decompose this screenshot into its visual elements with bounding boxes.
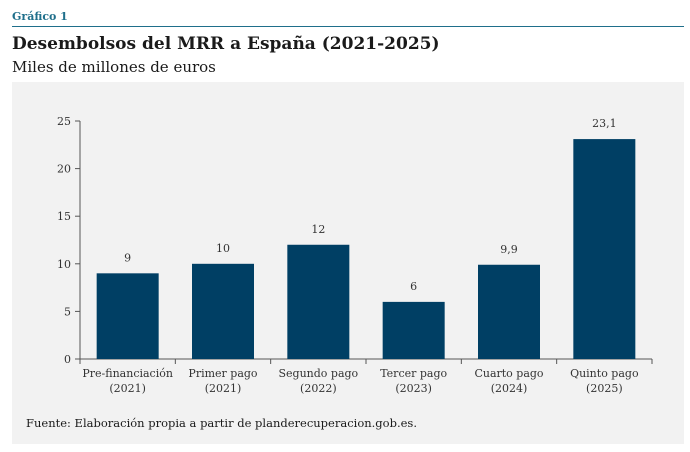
x-category-label: Pre-financiación <box>82 367 173 380</box>
bar-value-label: 12 <box>311 223 325 236</box>
x-category-year: (2021) <box>205 382 242 395</box>
bar-value-label: 10 <box>216 242 230 255</box>
bar <box>478 264 540 359</box>
x-category-year: (2025) <box>586 382 623 395</box>
x-category-label: Quinto pago <box>570 367 639 380</box>
bar-value-label: 6 <box>410 280 417 293</box>
y-tick-label: 10 <box>57 258 71 271</box>
y-tick-label: 25 <box>57 115 71 128</box>
x-category-year: (2021) <box>109 382 146 395</box>
bar-chart: 0 5 10 15 20 25 9 Pre-financiación (2021) 10 Prime… <box>57 115 653 395</box>
x-category-label: Segundo pago <box>278 367 358 380</box>
y-tick-label: 20 <box>57 163 71 176</box>
x-category-year: (2024) <box>491 382 528 395</box>
chart-panel: 0 5 10 15 20 25 9 Pre-financiación (2021) 10 Prime… <box>12 82 684 444</box>
bar-value-label: 9,9 <box>500 243 518 256</box>
bar <box>382 301 445 359</box>
x-category-year: (2022) <box>300 382 337 395</box>
x-category-label: Primer pago <box>188 367 258 380</box>
x-category-label: Cuarto pago <box>474 367 543 380</box>
bar <box>287 244 350 359</box>
x-category-year: (2023) <box>395 382 432 395</box>
bar <box>96 273 159 359</box>
figure-label: Gráfico 1 <box>12 10 68 23</box>
y-tick-label: 15 <box>57 210 71 223</box>
y-tick-label: 0 <box>64 353 71 366</box>
bar-value-label: 23,1 <box>592 117 617 130</box>
top-divider <box>12 26 684 27</box>
source-note: Fuente: Elaboración propia a partir de p… <box>26 416 417 430</box>
bar-value-label: 9 <box>124 251 131 264</box>
y-tick-label: 5 <box>64 305 71 318</box>
chart-subtitle: Miles de millones de euros <box>12 58 216 76</box>
chart-title: Desembolsos del MRR a España (2021-2025) <box>12 34 440 54</box>
x-category-label: Tercer pago <box>380 367 447 380</box>
bar <box>573 139 636 359</box>
bar <box>192 263 254 359</box>
